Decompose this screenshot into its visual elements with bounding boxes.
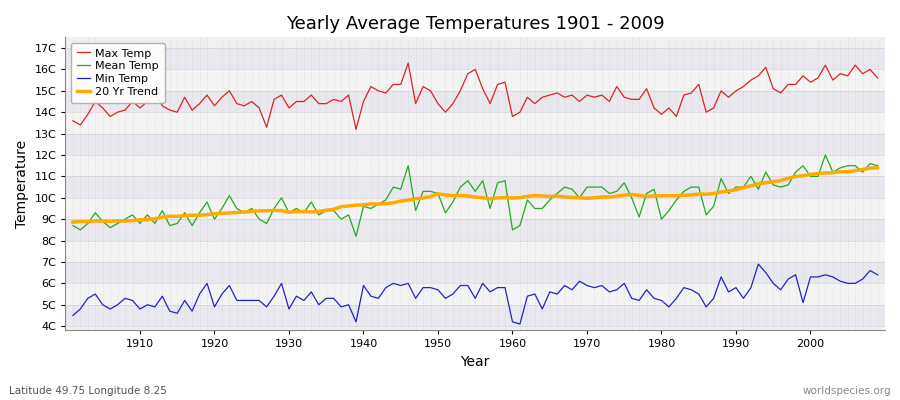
Min Temp <box>500 285 510 290</box>
Line: Max Temp: Max Temp <box>73 63 878 129</box>
Min Temp <box>336 304 346 309</box>
Min Temp <box>68 313 78 318</box>
Mean Temp <box>507 228 517 232</box>
Max Temp <box>403 61 414 66</box>
Bar <box>66 283 885 305</box>
Bar <box>66 262 885 283</box>
Min Temp <box>872 272 883 277</box>
Bar <box>66 112 885 134</box>
Bar <box>66 240 885 262</box>
Bar <box>66 155 885 176</box>
20 Yr Trend <box>500 195 510 200</box>
Mean Temp <box>515 223 526 228</box>
Mean Temp <box>351 234 362 239</box>
X-axis label: Year: Year <box>461 355 490 369</box>
20 Yr Trend <box>597 195 608 200</box>
Max Temp <box>611 84 622 89</box>
Bar <box>66 305 885 326</box>
Min Temp <box>127 298 138 303</box>
Line: 20 Yr Trend: 20 Yr Trend <box>73 168 878 222</box>
Mean Temp <box>820 152 831 157</box>
Bar <box>66 134 885 155</box>
20 Yr Trend <box>872 166 883 170</box>
Legend: Max Temp, Mean Temp, Min Temp, 20 Yr Trend: Max Temp, Mean Temp, Min Temp, 20 Yr Tre… <box>71 43 165 103</box>
Max Temp <box>127 99 138 104</box>
Mean Temp <box>604 191 615 196</box>
Bar <box>66 176 885 198</box>
Text: worldspecies.org: worldspecies.org <box>803 386 891 396</box>
Max Temp <box>522 95 533 100</box>
Bar <box>66 70 885 91</box>
Mean Temp <box>872 163 883 168</box>
Max Temp <box>515 110 526 115</box>
Text: Latitude 49.75 Longitude 8.25: Latitude 49.75 Longitude 8.25 <box>9 386 166 396</box>
Line: Mean Temp: Mean Temp <box>73 155 878 236</box>
Mean Temp <box>68 223 78 228</box>
20 Yr Trend <box>336 204 346 209</box>
Max Temp <box>336 99 346 104</box>
Line: Min Temp: Min Temp <box>73 264 878 324</box>
Max Temp <box>68 118 78 123</box>
20 Yr Trend <box>127 218 138 223</box>
Bar <box>66 198 885 219</box>
Max Temp <box>291 99 302 104</box>
20 Yr Trend <box>291 209 302 214</box>
Y-axis label: Temperature: Temperature <box>15 140 29 228</box>
Min Temp <box>753 262 764 266</box>
Mean Temp <box>291 206 302 211</box>
Max Temp <box>872 76 883 80</box>
Min Temp <box>604 290 615 294</box>
Title: Yearly Average Temperatures 1901 - 2009: Yearly Average Temperatures 1901 - 2009 <box>286 15 664 33</box>
Bar <box>66 48 885 70</box>
Min Temp <box>515 322 526 326</box>
Min Temp <box>291 294 302 298</box>
20 Yr Trend <box>68 220 78 224</box>
20 Yr Trend <box>507 196 517 200</box>
Mean Temp <box>336 217 346 222</box>
Min Temp <box>507 320 517 324</box>
Mean Temp <box>127 212 138 217</box>
Max Temp <box>351 127 362 132</box>
Bar <box>66 219 885 240</box>
Bar <box>66 91 885 112</box>
